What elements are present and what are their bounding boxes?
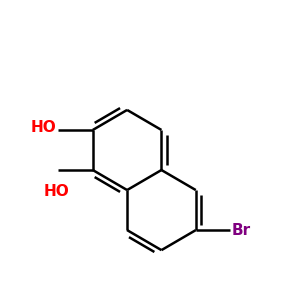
- Text: Br: Br: [232, 223, 251, 238]
- Text: HO: HO: [30, 120, 56, 135]
- Text: HO: HO: [43, 184, 69, 199]
